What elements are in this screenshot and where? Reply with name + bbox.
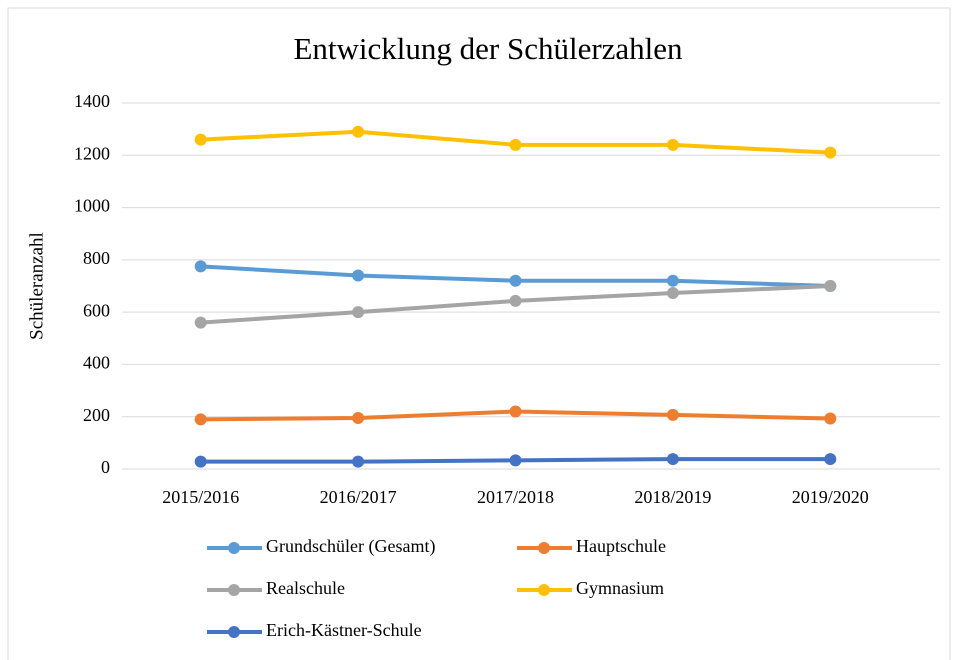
y-tick-label: 1200 <box>74 143 110 163</box>
y-tick-label: 1000 <box>74 196 110 216</box>
data-point <box>509 138 522 151</box>
data-point <box>509 274 522 287</box>
data-point <box>666 453 679 466</box>
data-point <box>666 274 679 287</box>
data-point <box>194 413 207 426</box>
data-point <box>509 454 522 467</box>
data-point <box>666 287 679 300</box>
legend-label: Grundschüler (Gesamt) <box>266 536 435 557</box>
data-point <box>509 294 522 307</box>
chart-title: Entwicklung der Schülerzahlen <box>293 31 683 66</box>
x-tick-label: 2019/2020 <box>792 487 869 507</box>
legend-marker <box>538 542 550 554</box>
y-tick-label: 1400 <box>74 91 110 111</box>
y-tick-label: 600 <box>83 300 110 320</box>
data-point <box>352 306 365 319</box>
data-point <box>824 412 837 425</box>
data-point <box>824 280 837 292</box>
data-point <box>666 138 679 151</box>
data-point <box>194 455 207 468</box>
chart-frame <box>7 7 951 660</box>
x-tick-label: 2017/2018 <box>477 487 554 507</box>
x-tick-label: 2018/2019 <box>634 487 711 507</box>
y-tick-label: 400 <box>83 353 110 373</box>
legend-marker <box>538 584 550 596</box>
data-point <box>352 269 365 282</box>
legend-marker <box>228 584 240 596</box>
x-tick-label: 2016/2017 <box>320 487 397 507</box>
legend-marker <box>228 626 240 638</box>
legend-label: Erich-Kästner-Schule <box>266 620 422 640</box>
data-point <box>824 453 837 466</box>
data-point <box>194 260 207 273</box>
data-point <box>824 146 837 159</box>
y-axis-label: Schüleranzahl <box>26 232 47 340</box>
data-point <box>666 408 679 421</box>
data-point <box>509 405 522 418</box>
data-point <box>194 133 207 146</box>
y-tick-label: 200 <box>83 405 110 425</box>
data-point <box>194 316 207 329</box>
data-point <box>352 455 365 468</box>
legend-marker <box>228 542 240 554</box>
legend-label: Hauptschule <box>576 536 666 556</box>
data-point <box>352 125 365 138</box>
legend-label: Gymnasium <box>576 578 664 598</box>
y-tick-label: 800 <box>83 248 110 268</box>
data-point <box>352 412 365 425</box>
legend-label: Realschule <box>266 578 345 598</box>
y-tick-label: 0 <box>101 457 110 477</box>
x-tick-label: 2015/2016 <box>162 487 239 507</box>
